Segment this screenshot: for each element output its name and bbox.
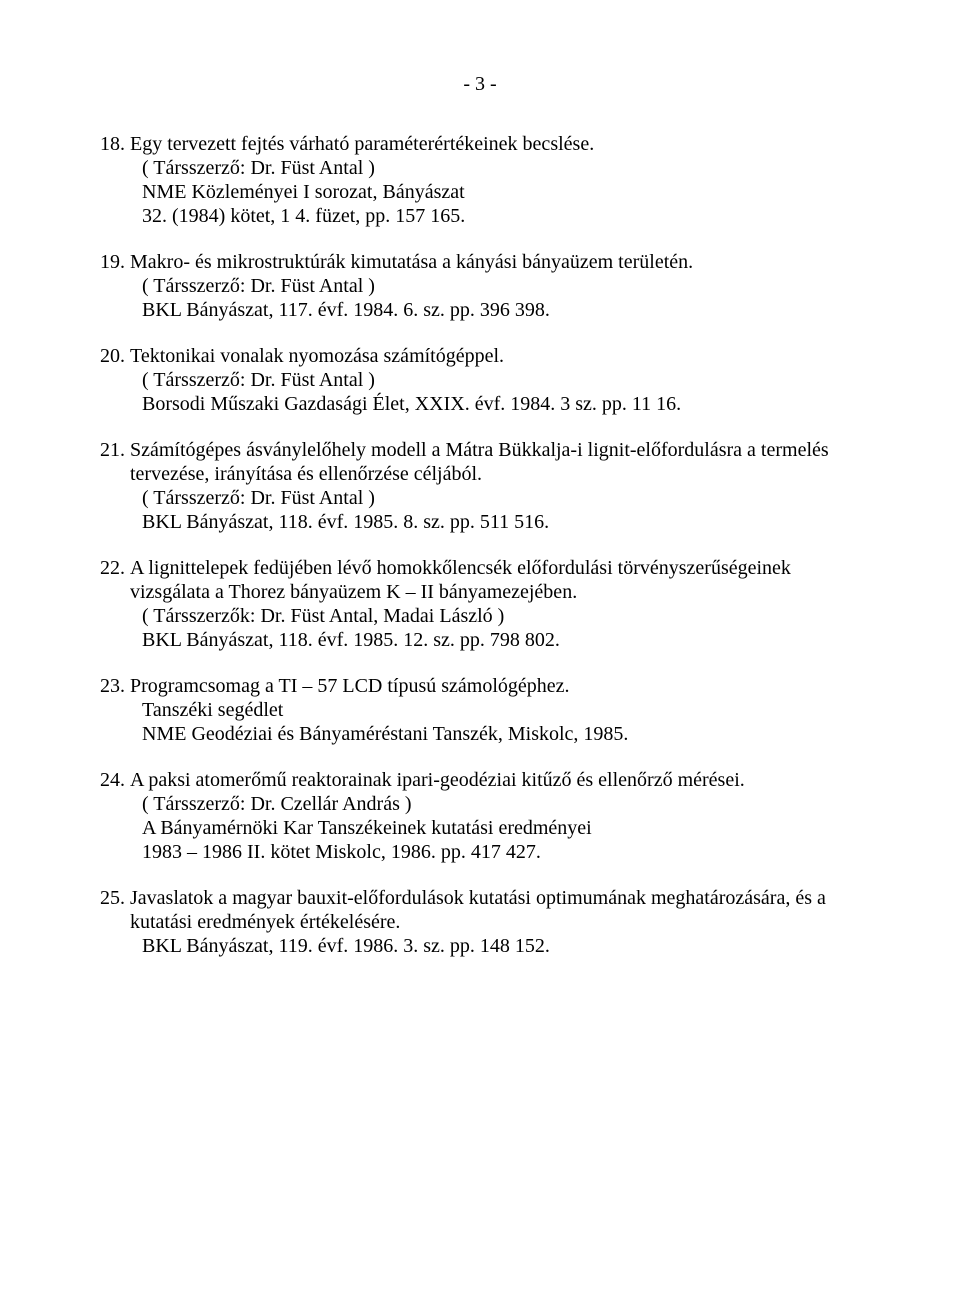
bibliography-entry: 20. Tektonikai vonalak nyomozása számító… [100, 344, 860, 416]
page-number: - 3 - [100, 72, 860, 96]
entry-title: Tektonikai vonalak nyomozása számítógépp… [130, 344, 860, 368]
entry-first-line: 21. Számítógépes ásványlelőhely modell a… [100, 438, 860, 486]
entry-number: 20. [100, 344, 130, 368]
entry-number: 23. [100, 674, 130, 698]
entry-number: 19. [100, 250, 130, 274]
bibliography-entry: 22. A lignittelepek fedüjében lévő homok… [100, 556, 860, 652]
entry-number: 25. [100, 886, 130, 934]
entry-detail-line: ( Társszerző: Dr. Czellár András ) [142, 792, 860, 816]
entry-detail-line: 1983 – 1986 II. kötet Miskolc, 1986. pp.… [142, 840, 860, 864]
entry-number: 22. [100, 556, 130, 604]
entry-detail-line: BKL Bányászat, 118. évf. 1985. 12. sz. p… [142, 628, 860, 652]
entry-first-line: 23. Programcsomag a TI – 57 LCD típusú s… [100, 674, 860, 698]
entry-detail-line: ( Társszerző: Dr. Füst Antal ) [142, 486, 860, 510]
entry-first-line: 24. A paksi atomerőmű reaktorainak ipari… [100, 768, 860, 792]
entry-detail-line: Tanszéki segédlet [142, 698, 860, 722]
entry-title: A paksi atomerőmű reaktorainak ipari-geo… [130, 768, 860, 792]
entry-detail-line: ( Társszerző: Dr. Füst Antal ) [142, 156, 860, 180]
entry-detail-line: NME Közleményei I sorozat, Bányászat [142, 180, 860, 204]
entry-title: A lignittelepek fedüjében lévő homokkőle… [130, 556, 860, 604]
entry-detail-line: NME Geodéziai és Bányaméréstani Tanszék,… [142, 722, 860, 746]
entry-title: Makro- és mikrostruktúrák kimutatása a k… [130, 250, 860, 274]
entry-number: 21. [100, 438, 130, 486]
entries-list: 18. Egy tervezett fejtés várható paramét… [100, 132, 860, 958]
entry-detail-line: BKL Bányászat, 119. évf. 1986. 3. sz. pp… [142, 934, 860, 958]
entry-detail-line: ( Társszerző: Dr. Füst Antal ) [142, 368, 860, 392]
entry-title: Egy tervezett fejtés várható paraméterér… [130, 132, 860, 156]
entry-first-line: 22. A lignittelepek fedüjében lévő homok… [100, 556, 860, 604]
entry-detail-line: A Bányamérnöki Kar Tanszékeinek kutatási… [142, 816, 860, 840]
entry-detail-line: ( Társszerzők: Dr. Füst Antal, Madai Lás… [142, 604, 860, 628]
entry-first-line: 19. Makro- és mikrostruktúrák kimutatása… [100, 250, 860, 274]
entry-title: Számítógépes ásványlelőhely modell a Mát… [130, 438, 860, 486]
bibliography-entry: 24. A paksi atomerőmű reaktorainak ipari… [100, 768, 860, 864]
entry-title: Programcsomag a TI – 57 LCD típusú számo… [130, 674, 860, 698]
entry-first-line: 20. Tektonikai vonalak nyomozása számító… [100, 344, 860, 368]
entry-first-line: 25. Javaslatok a magyar bauxit-előfordul… [100, 886, 860, 934]
entry-detail-line: BKL Bányászat, 118. évf. 1985. 8. sz. pp… [142, 510, 860, 534]
bibliography-entry: 19. Makro- és mikrostruktúrák kimutatása… [100, 250, 860, 322]
entry-number: 18. [100, 132, 130, 156]
bibliography-entry: 21. Számítógépes ásványlelőhely modell a… [100, 438, 860, 534]
bibliography-entry: 18. Egy tervezett fejtés várható paramét… [100, 132, 860, 228]
entry-detail-line: ( Társszerző: Dr. Füst Antal ) [142, 274, 860, 298]
entry-number: 24. [100, 768, 130, 792]
bibliography-entry: 25. Javaslatok a magyar bauxit-előfordul… [100, 886, 860, 958]
entry-detail-line: Borsodi Műszaki Gazdasági Élet, XXIX. év… [142, 392, 860, 416]
entry-detail-line: 32. (1984) kötet, 1 4. füzet, pp. 157 16… [142, 204, 860, 228]
entry-title: Javaslatok a magyar bauxit-előfordulások… [130, 886, 860, 934]
bibliography-entry: 23. Programcsomag a TI – 57 LCD típusú s… [100, 674, 860, 746]
entry-detail-line: BKL Bányászat, 117. évf. 1984. 6. sz. pp… [142, 298, 860, 322]
entry-first-line: 18. Egy tervezett fejtés várható paramét… [100, 132, 860, 156]
